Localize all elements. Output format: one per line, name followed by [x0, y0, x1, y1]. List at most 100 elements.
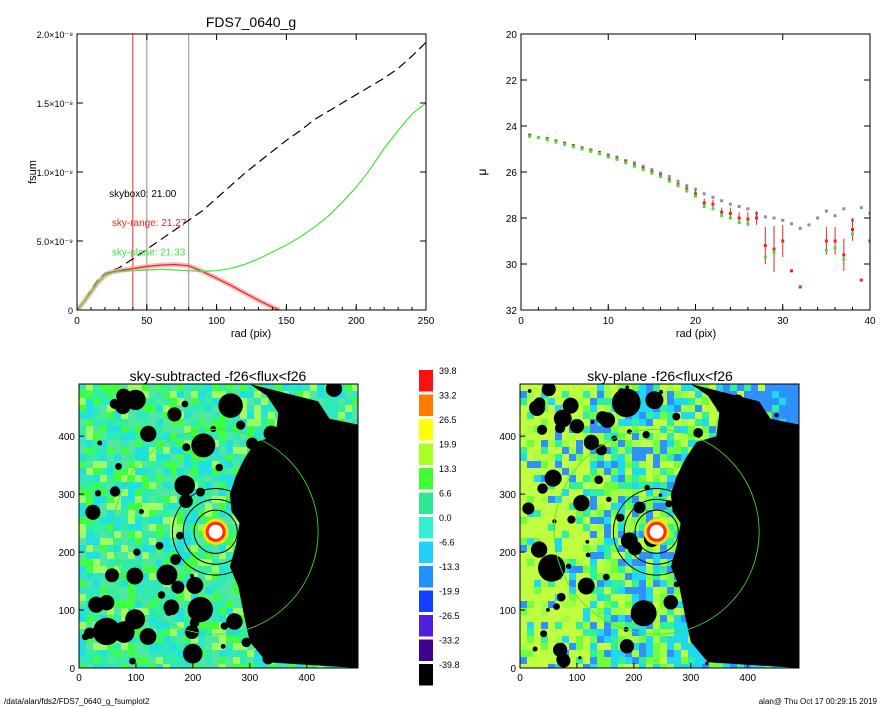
image-pixel: [562, 615, 569, 622]
image-pixel: [639, 643, 646, 650]
image-pixel: [331, 412, 338, 419]
image-pixel: [170, 503, 177, 510]
image-pixel: [555, 615, 562, 622]
sky-subtracted-frame: [78, 383, 359, 669]
mu-point-2: [659, 175, 663, 179]
image-pixel: [198, 510, 205, 517]
image-pixel: [219, 482, 226, 489]
image-pixel: [345, 391, 352, 398]
image-pixel: [625, 447, 632, 454]
image-pixel: [352, 419, 358, 426]
image-pixel: [576, 454, 583, 461]
image-pixel: [653, 664, 660, 668]
image-pixel: [520, 517, 527, 524]
masked-star: [139, 628, 157, 645]
image-pixel: [520, 419, 527, 426]
image-pixel: [695, 391, 702, 398]
image-pixel: [653, 412, 660, 419]
mu-point-1: [824, 239, 828, 243]
image-pixel: [226, 629, 233, 636]
image-pixel: [100, 608, 107, 615]
image-pixel: [520, 657, 527, 664]
image-pixel: [100, 517, 107, 524]
image-pixel: [611, 559, 618, 566]
image-pixel: [79, 608, 86, 615]
image-pixel: [198, 629, 205, 636]
masked-star: [783, 501, 796, 515]
image-pixel: [93, 524, 100, 531]
mu-point-2: [563, 142, 567, 146]
image-pixel: [632, 573, 639, 580]
image-pixel: [121, 468, 128, 475]
image-pixel: [177, 643, 184, 650]
image-pixel: [709, 664, 716, 668]
image-pixel: [226, 433, 233, 440]
image-pixel: [660, 573, 667, 580]
image-pixel: [646, 580, 653, 587]
image-pixel: [177, 391, 184, 398]
image-pixel: [128, 594, 135, 601]
image-pixel: [100, 559, 107, 566]
image-pixel: [562, 552, 569, 559]
image-pixel: [618, 468, 625, 475]
image-pixel: [163, 552, 170, 559]
masked-star: [553, 603, 560, 610]
image-pixel: [212, 503, 219, 510]
image-pixel: [590, 447, 597, 454]
image-pixel: [170, 657, 177, 664]
image-pixel: [205, 622, 212, 629]
image-pixel: [583, 566, 590, 573]
image-pixel: [534, 510, 541, 517]
image-pixel: [212, 482, 219, 489]
image-pixel: [611, 608, 618, 615]
image-pixel: [674, 643, 681, 650]
image-pixel: [107, 580, 114, 587]
image-pixel: [744, 391, 751, 398]
image-pixel: [688, 391, 695, 398]
image-pixel: [149, 580, 156, 587]
image-pixel: [576, 524, 583, 531]
image-pixel: [646, 650, 653, 657]
image-pixel: [79, 524, 86, 531]
image-pixel: [212, 643, 219, 650]
image-pixel: [667, 622, 674, 629]
image-pixel: [562, 573, 569, 580]
image-pixel: [681, 447, 688, 454]
image-pixel: [86, 594, 93, 601]
image-pixel: [86, 636, 93, 643]
image-pixel: [219, 615, 226, 622]
image-pixel: [352, 412, 358, 419]
masked-star: [220, 643, 226, 649]
image-pixel: [604, 510, 611, 517]
image-pixel: [128, 384, 135, 391]
image-pixel: [548, 419, 555, 426]
image-pixel: [646, 440, 653, 447]
mu-point-0: [702, 192, 706, 196]
image-pixel: [667, 587, 674, 594]
image-pixel: [541, 531, 548, 538]
image-pixel: [338, 398, 345, 405]
image-pixel: [114, 503, 121, 510]
image-pixel: [653, 629, 660, 636]
image-pixel: [142, 643, 149, 650]
image-pixel: [569, 461, 576, 468]
image-pixel: [184, 601, 191, 608]
image-pixel: [163, 461, 170, 468]
image-pixel: [93, 384, 100, 391]
image-pixel: [548, 440, 555, 447]
image-pixel: [296, 391, 303, 398]
image-pixel: [660, 405, 667, 412]
image-pixel: [583, 433, 590, 440]
masked-star: [302, 614, 315, 627]
image-pixel: [534, 489, 541, 496]
image-pixel: [142, 622, 149, 629]
image-pixel: [226, 566, 233, 573]
image-pixel: [79, 580, 86, 587]
image-pixel: [611, 573, 618, 580]
image-pixel: [149, 643, 156, 650]
image-pixel: [93, 587, 100, 594]
sky-plane-title: sky-plane -f26<flux<f26: [587, 368, 733, 384]
image-pixel: [212, 636, 219, 643]
image-pixel: [198, 405, 205, 412]
image-pixel: [688, 440, 695, 447]
